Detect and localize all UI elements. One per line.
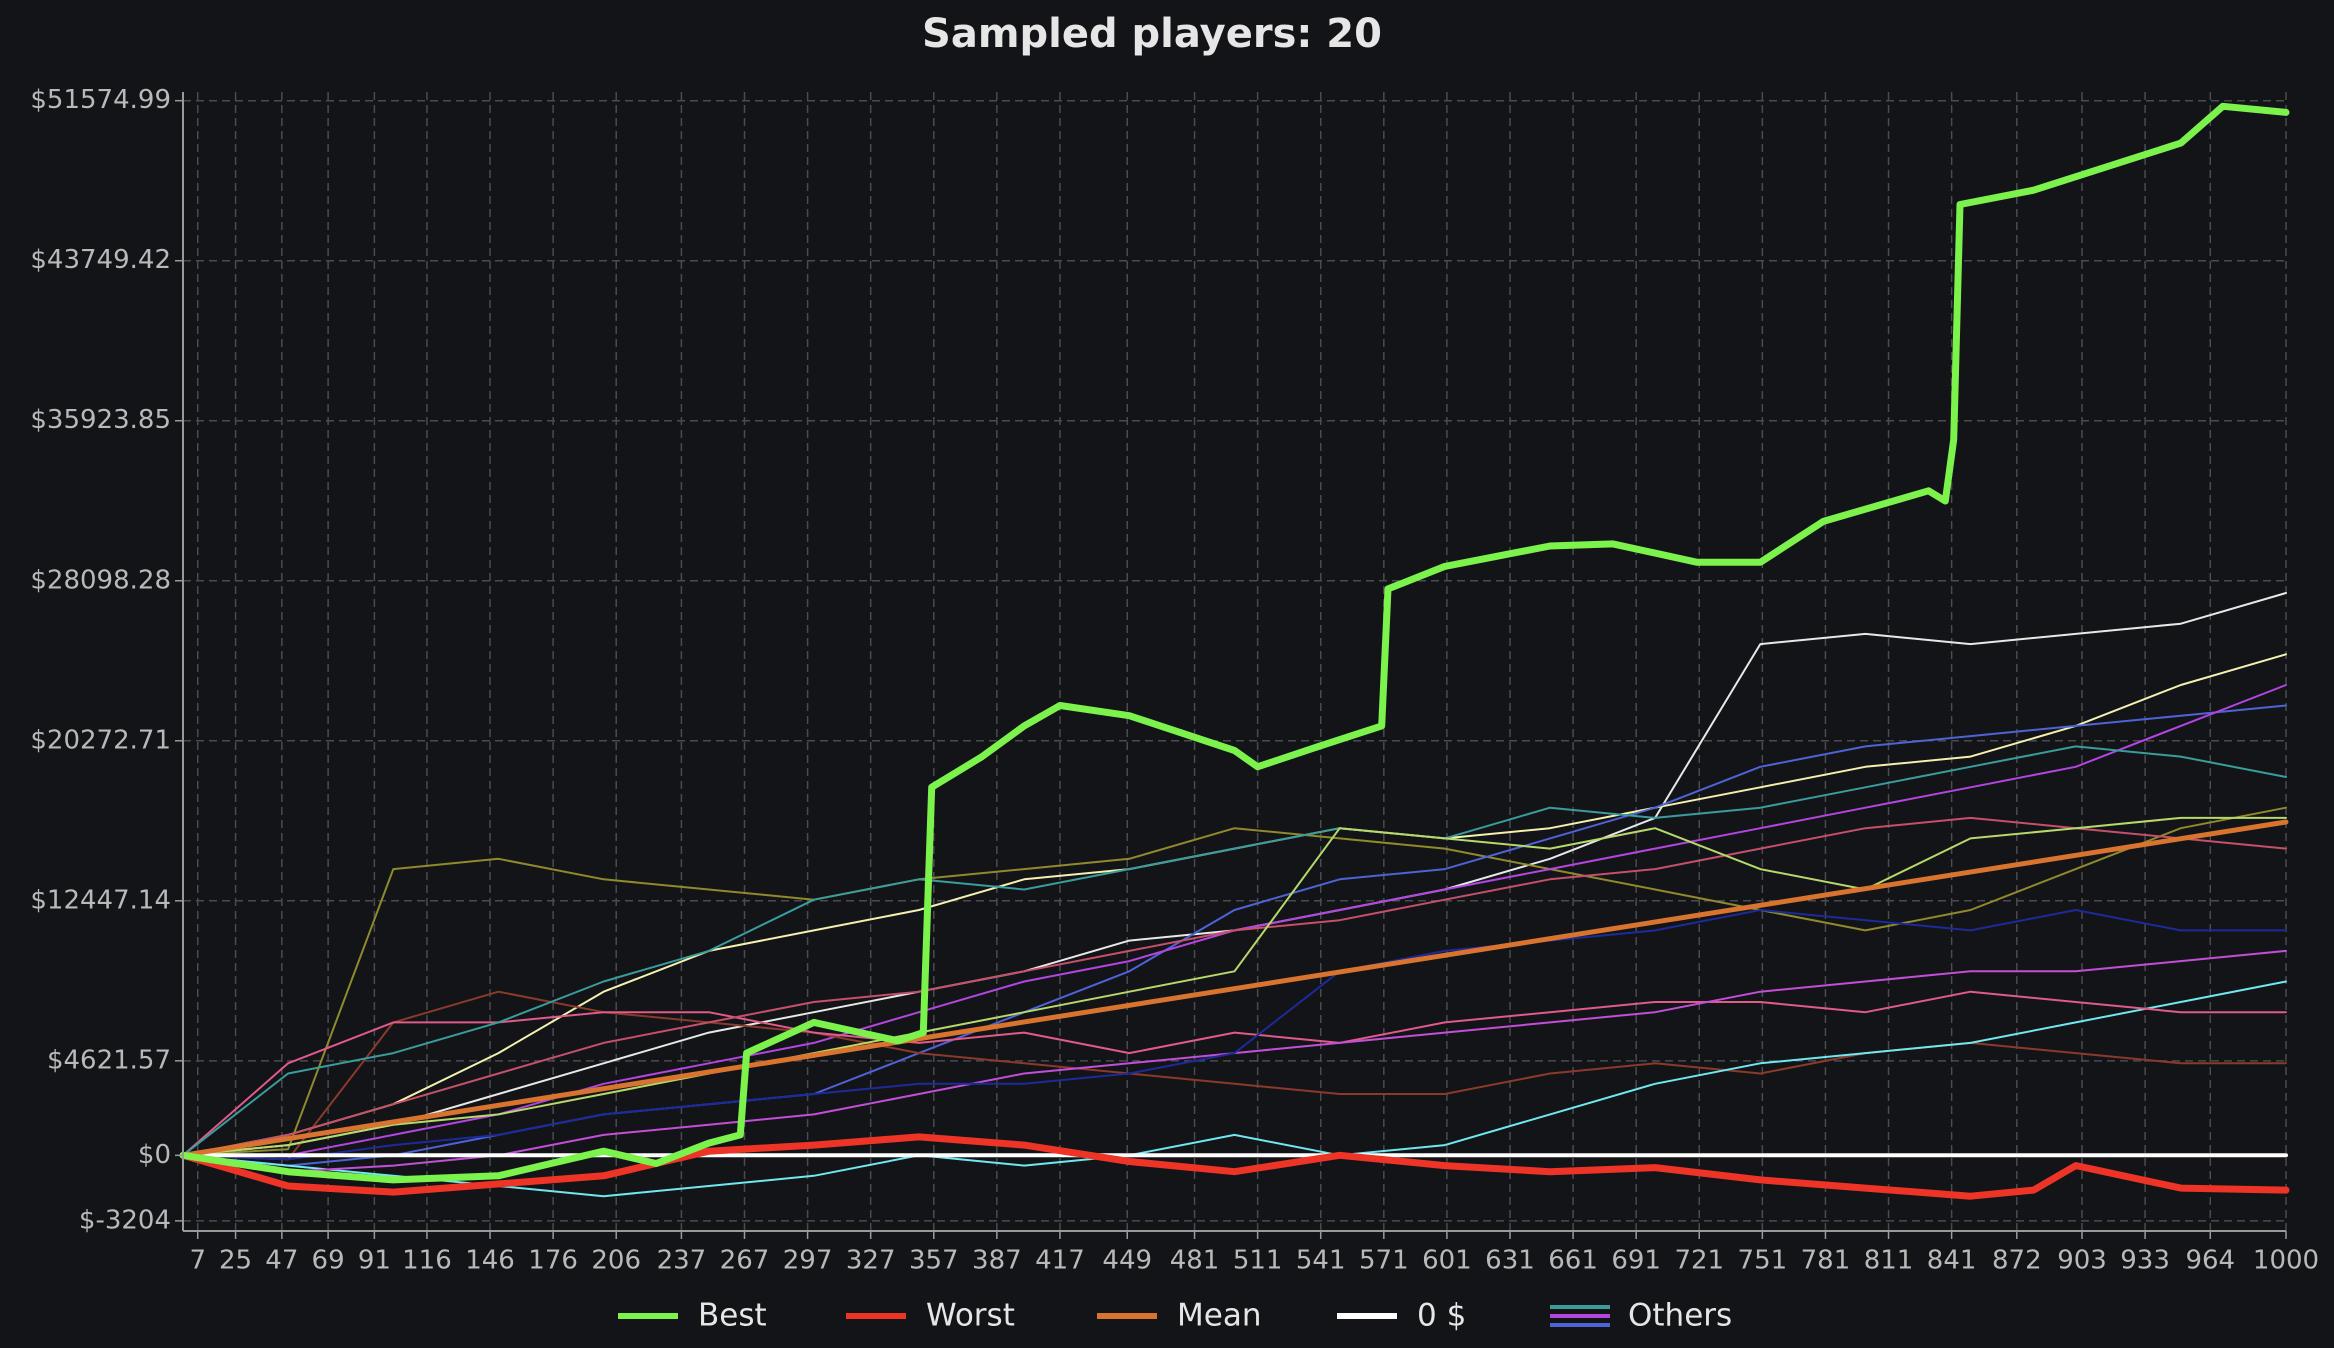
x-tick-label: 631 (1485, 1246, 1535, 1276)
x-tick-label: 146 (465, 1246, 515, 1276)
x-tick-label: 872 (1992, 1246, 2042, 1276)
x-tick-label: 206 (591, 1246, 641, 1276)
series-line (180, 819, 2289, 1158)
x-tick-label: 69 (312, 1246, 345, 1276)
other-player-line (182, 990, 2287, 1157)
x-tick-label: 511 (1233, 1246, 1283, 1276)
x-tick-label: 176 (528, 1246, 578, 1276)
x-tick-label: 267 (720, 1246, 770, 1276)
grid (183, 92, 2287, 1231)
legend: Others Best Worst Mean 0 $ (618, 1298, 1732, 1334)
x-tick-label: 933 (2120, 1246, 2170, 1276)
x-tick-label: 1000 (2253, 1246, 2319, 1276)
x-tick-label: 903 (2057, 1246, 2107, 1276)
other-player-line (182, 980, 2287, 1198)
x-tick-label: 357 (909, 1246, 959, 1276)
other-player-line (182, 816, 2287, 1157)
y-tick-label: $35923.85 (30, 405, 171, 435)
legend-label: 0 $ (1417, 1298, 1466, 1334)
series-line (179, 102, 2290, 1184)
x-tick-label: 327 (846, 1246, 896, 1276)
legend-label: Best (698, 1298, 767, 1334)
x-tick-label: 781 (1801, 1246, 1851, 1276)
x-tick-label: 7 (189, 1246, 206, 1276)
x-tick-label: 721 (1674, 1246, 1724, 1276)
x-tick-label: 964 (2185, 1246, 2235, 1276)
x-tick-label: 387 (972, 1246, 1022, 1276)
y-tick-label: $51574.99 (30, 85, 171, 115)
x-tick-label: 661 (1548, 1246, 1598, 1276)
x-tick-label: 237 (657, 1246, 707, 1276)
x-tick-label: 571 (1359, 1246, 1409, 1276)
other-player-line (182, 745, 2287, 1157)
other-player-line (182, 909, 2287, 1161)
other-player-line (182, 816, 2287, 1157)
y-tick-label: $20272.71 (30, 725, 171, 755)
plot-lines (179, 102, 2290, 1200)
x-tick-label: 751 (1738, 1246, 1788, 1276)
other-player-line (182, 806, 2287, 1157)
legend-label: Others (1628, 1298, 1732, 1334)
legend-label: Worst (926, 1298, 1015, 1334)
x-tick-label: 417 (1035, 1246, 1085, 1276)
x-tick-label: 481 (1170, 1246, 1220, 1276)
x-tick-label: 601 (1422, 1246, 1472, 1276)
x-tick-label: 541 (1296, 1246, 1346, 1276)
axes: $-3204 $0 $4621.57 $12447.14 $20272.71 $28098… (30, 85, 2319, 1275)
x-tick-label: 449 (1102, 1246, 1152, 1276)
x-tick-label: 841 (1927, 1246, 1977, 1276)
legend-label: Mean (1177, 1298, 1261, 1334)
x-tick-label: 691 (1611, 1246, 1661, 1276)
y-tick-label: $0 (138, 1140, 171, 1170)
y-tick-label: $43749.42 (30, 245, 171, 275)
y-tick-label: $4621.57 (47, 1045, 171, 1075)
x-tick-label: 91 (358, 1246, 391, 1276)
x-tick-label: 297 (783, 1246, 833, 1276)
y-tick-label: $12447.14 (30, 885, 171, 915)
y-tick-label: $-3204 (79, 1205, 171, 1235)
x-tick-label: 47 (265, 1246, 298, 1276)
series-line (179, 1133, 2290, 1200)
y-tick-label: $28098.28 (30, 565, 171, 595)
x-tick-label: 811 (1864, 1246, 1914, 1276)
x-tick-label: 116 (402, 1246, 452, 1276)
chart-title: Sampled players: 20 (922, 11, 1382, 57)
x-tick-label: 25 (219, 1246, 252, 1276)
